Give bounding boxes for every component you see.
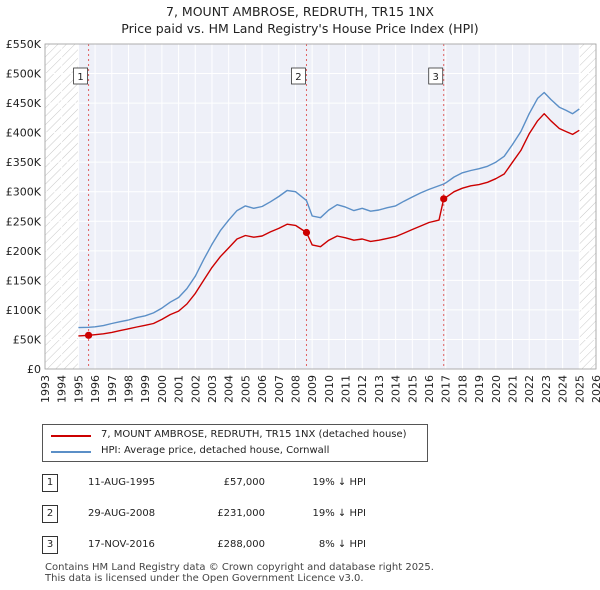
x-tick-label: 2002	[189, 375, 202, 403]
x-tick-label: 2009	[306, 375, 319, 403]
chart-title: 7, MOUNT AMBROSE, REDRUTH, TR15 1NX	[166, 4, 434, 19]
sale-point	[440, 195, 448, 203]
transaction-price: £288,000	[217, 539, 265, 550]
chart-subtitle: Price paid vs. HM Land Registry's House …	[121, 21, 479, 36]
sale-marker-box	[428, 67, 444, 85]
transaction-price: £57,000	[223, 477, 265, 488]
x-tick-label: 1999	[139, 375, 152, 403]
x-tick-label: 2004	[223, 375, 236, 403]
sale-point	[302, 228, 311, 237]
sale-marker-label: 3	[433, 72, 439, 83]
transaction-hpi-diff: 19% ↓ HPI	[312, 508, 366, 519]
y-tick-label: £550K	[6, 38, 42, 51]
x-tick-label: 2026	[590, 375, 600, 403]
legend-label-property: 7, MOUNT AMBROSE, REDRUTH, TR15 1NX (det…	[101, 429, 407, 440]
transaction-hpi-diff: 19% ↓ HPI	[312, 477, 366, 488]
x-tick-label: 2018	[456, 375, 469, 403]
price-chart: 1 2 3 1993 1994 1995 1996 1997 1998 1999 2000 2001…	[6, 38, 600, 403]
x-tick-label: 2019	[473, 375, 486, 403]
x-tick-label: 2008	[289, 375, 302, 403]
transaction-number: 2	[42, 505, 58, 523]
x-tick-label: 1995	[72, 375, 85, 403]
plot-frame	[44, 43, 597, 370]
x-tick-label: 2006	[256, 375, 269, 403]
x-tick-label: 2001	[173, 375, 186, 403]
x-tick-label: 2015	[406, 375, 419, 403]
transaction-date: 29-AUG-2008	[88, 508, 156, 519]
sale-marker-box	[73, 67, 88, 85]
y-tick-label: £0	[27, 363, 41, 376]
transaction-price: £231,000	[217, 508, 265, 519]
hatched-region	[579, 44, 596, 369]
y-tick-label: £300K	[6, 186, 42, 199]
y-tick-label: £50K	[13, 333, 42, 346]
x-tick-label: 2013	[373, 375, 386, 403]
y-tick-label: £400K	[6, 127, 42, 140]
sale-marker-label: 2	[295, 72, 301, 83]
x-tick-label: 2011	[340, 375, 353, 403]
y-tick-label: £100K	[6, 304, 42, 317]
y-tick-label: £500K	[6, 68, 42, 81]
sale-marker-label: 1	[77, 72, 83, 83]
sale-point	[84, 331, 93, 339]
x-tick-label: 2014	[390, 375, 403, 403]
x-tick-label: 2000	[156, 375, 169, 403]
x-tick-label: 2023	[540, 375, 553, 403]
x-tick-label: 1998	[122, 375, 135, 403]
footer-copyright: Contains HM Land Registry data © Crown c…	[45, 562, 434, 573]
transaction-date: 17-NOV-2016	[88, 539, 155, 550]
legend-swatch-property	[51, 435, 91, 437]
x-tick-label: 2012	[356, 375, 369, 403]
plot-background	[45, 44, 596, 369]
x-tick-label: 2010	[323, 375, 336, 403]
series-line	[78, 113, 580, 337]
y-tick-label: £450K	[6, 97, 42, 110]
footer-licence: This data is licensed under the Open Gov…	[45, 573, 364, 584]
y-tick-label: £200K	[6, 245, 42, 258]
x-tick-label: 2003	[206, 375, 219, 403]
transaction-hpi-diff: 8% ↓ HPI	[318, 539, 366, 550]
legend-label-hpi: HPI: Average price, detached house, Corn…	[101, 445, 330, 456]
series-line	[78, 91, 580, 329]
x-tick-label: 2025	[573, 375, 586, 403]
x-tick-label: 2022	[523, 375, 536, 403]
x-tick-label: 2020	[490, 375, 503, 403]
x-tick-label: 2024	[557, 375, 570, 403]
x-tick-label: 2007	[273, 375, 286, 403]
legend-swatch-hpi	[51, 451, 91, 453]
x-tick-label: 1996	[89, 375, 102, 403]
y-tick-label: £250K	[6, 215, 42, 228]
x-tick-label: 2005	[239, 375, 252, 403]
transaction-number: 3	[42, 536, 58, 554]
legend: 7, MOUNT AMBROSE, REDRUTH, TR15 1NX (det…	[42, 424, 428, 462]
x-tick-label: 2017	[440, 375, 453, 403]
x-tick-label: 1993	[39, 375, 52, 403]
y-tick-label: £150K	[6, 274, 42, 287]
x-tick-label: 1994	[56, 375, 69, 403]
x-tick-label: 2021	[507, 375, 520, 403]
y-tick-label: £350K	[6, 156, 42, 169]
sale-marker-box	[291, 67, 306, 85]
transaction-date: 11-AUG-1995	[88, 477, 156, 488]
x-tick-label: 2016	[423, 375, 436, 403]
x-tick-label: 1997	[106, 375, 119, 403]
transaction-number: 1	[42, 474, 58, 492]
